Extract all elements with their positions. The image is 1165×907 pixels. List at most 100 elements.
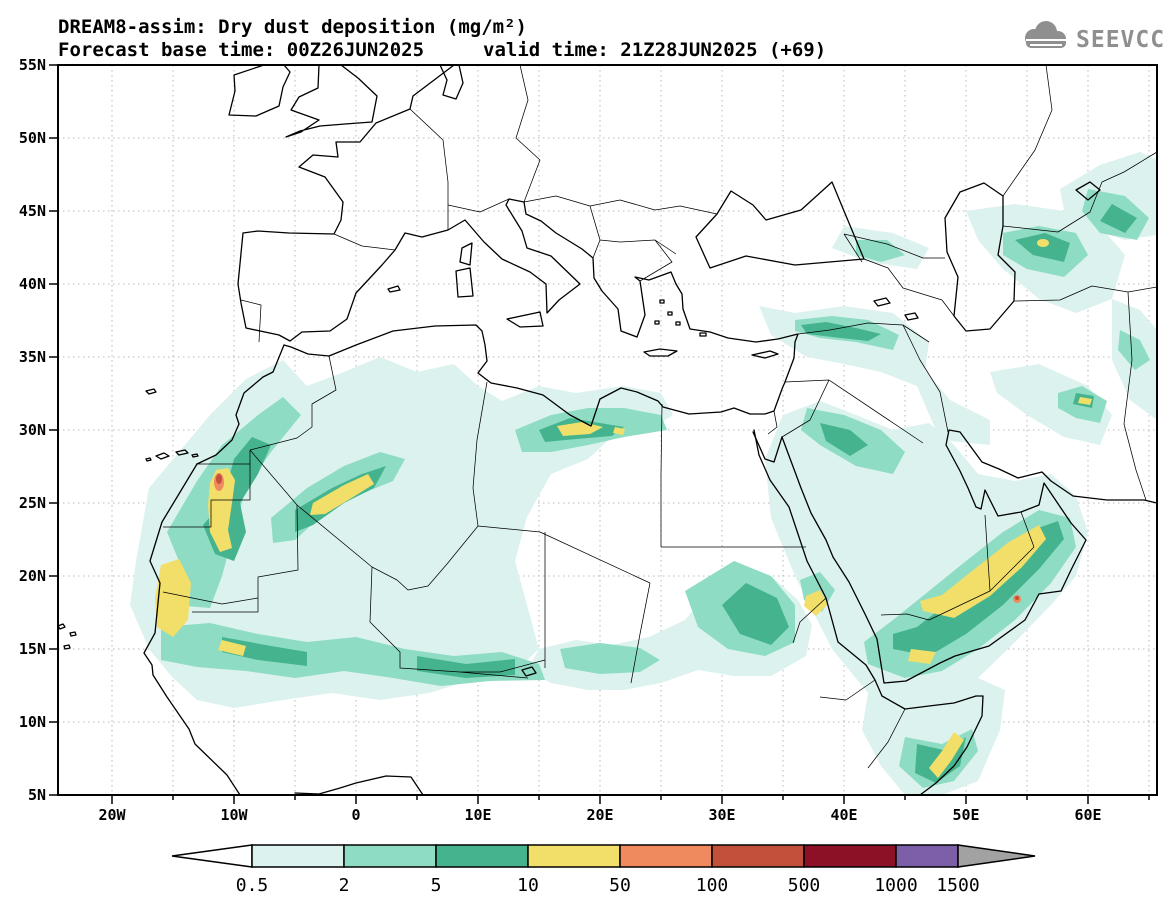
dust-contour (1118, 330, 1150, 370)
dust-contour (990, 364, 1112, 445)
lon-label: 20E (586, 806, 613, 824)
colorbar-overflow-arrow (957, 844, 1036, 868)
country-borders (162, 65, 1157, 769)
dust-contour (1037, 239, 1049, 247)
cloud-icon-stripes (1026, 39, 1066, 46)
colorbar-swatch (711, 844, 805, 868)
lat-label: 15N (19, 640, 46, 658)
colorbar-tick-label: 500 (788, 875, 821, 896)
coastline-islands (58, 242, 779, 650)
map-title: DREAM8-assim: Dry dust deposition (mg/m²… (58, 16, 527, 38)
coastline-med-europe (289, 198, 677, 342)
lat-label: 50N (19, 129, 46, 147)
lat-ticks (49, 64, 58, 796)
colorbar-swatch (435, 844, 529, 868)
lon-axis-labels: 20W 10W 0 10E 20E 30E 40E 50E 60E (98, 806, 1101, 824)
dust-layer-gt100 (216, 474, 1019, 600)
lat-axis-labels: 55N 50N 45N 40N 35N 30N 25N 20N 15N 10N … (19, 56, 46, 804)
lon-label: 60E (1074, 806, 1101, 824)
lat-label: 5N (28, 786, 46, 804)
lat-label: 45N (19, 202, 46, 220)
lat-label: 55N (19, 56, 46, 74)
colorbar-swatch (527, 844, 621, 868)
colorbar: 0.5 2 5 10 50 100 500 1000 1500 (171, 844, 1036, 896)
lon-label: 10E (464, 806, 491, 824)
dust-contour (1078, 397, 1092, 405)
cloud-icon-part (1026, 37, 1066, 48)
colorbar-swatch (803, 844, 897, 868)
lon-label: 0 (351, 806, 360, 824)
dust-contour (310, 474, 374, 515)
lat-label: 10N (19, 713, 46, 731)
coastline-lakes (521, 181, 1101, 677)
lat-label: 20N (19, 567, 46, 585)
borders-caucasus-central-asia (843, 65, 1157, 501)
colorbar-tick-label: 10 (517, 875, 539, 896)
dust-contour (1100, 204, 1137, 233)
dust-contour (1015, 596, 1019, 600)
lat-label: 25N (19, 494, 46, 512)
borders-africa (162, 355, 906, 769)
colorbar-tick-label: 1000 (874, 875, 917, 896)
lon-label: 50E (952, 806, 979, 824)
dust-contour (722, 583, 789, 645)
coastline-denmark (439, 65, 464, 100)
lon-ticks (111, 795, 1150, 804)
dust-layer-gt10 (155, 239, 1092, 778)
dust-contour (801, 322, 881, 341)
map-area (58, 65, 1157, 795)
coastline-arabia-gulf-iran (781, 429, 1157, 684)
axis-ticks (49, 64, 1150, 804)
dust-contour (208, 468, 235, 552)
dust-contour (759, 306, 990, 445)
colorbar-swatch (343, 844, 437, 868)
colorbar-tick-label: 0.5 (236, 875, 269, 896)
dust-contour (929, 732, 964, 778)
dust-contour (216, 474, 222, 484)
colorbar-swatch (619, 844, 713, 868)
dust-contour (218, 640, 246, 656)
colorbar-swatch (251, 844, 345, 868)
cloud-icon (1025, 21, 1066, 48)
coastline-ireland (228, 65, 291, 117)
coastline-atlantic-europe (237, 65, 455, 342)
seevccc-logo: SEEVCCC (1025, 21, 1165, 53)
forecast-base-time: Forecast base time: 00Z26JUN2025 (58, 39, 424, 61)
dust-contour (155, 559, 191, 637)
dust-contour (908, 649, 936, 664)
lon-label: 10W (220, 806, 248, 824)
colorbar-tick-label: 1500 (936, 875, 979, 896)
lat-label: 35N (19, 348, 46, 366)
lat-label: 40N (19, 275, 46, 293)
coastline-britain (285, 65, 378, 138)
coastline-sinai (752, 431, 783, 463)
logo-text: SEEVCCC (1076, 27, 1165, 53)
colorbar-tick-label: 100 (696, 875, 729, 896)
borders-europe (240, 65, 718, 343)
colorbar-swatch (895, 844, 959, 868)
dust-contour (417, 656, 515, 678)
dust-contour (765, 401, 1088, 707)
colorbar-tick-label: 2 (339, 875, 350, 896)
dust-contour (856, 240, 905, 262)
coastline-north-africa-levant-anatolia (283, 283, 799, 427)
colorbar-labels: 0.5 2 5 10 50 100 500 1000 1500 (236, 875, 980, 896)
dust-contour (560, 643, 660, 674)
colorbar-tick-label: 5 (431, 875, 442, 896)
dust-field (130, 152, 1157, 795)
lat-label: 30N (19, 421, 46, 439)
coastline-black-sea (695, 181, 865, 269)
dust-contour (862, 678, 1005, 795)
dust-contour (804, 590, 828, 616)
lon-label: 40E (830, 806, 857, 824)
lon-label: 30E (708, 806, 735, 824)
dust-contour (820, 423, 868, 456)
dust-contour (1015, 233, 1070, 262)
lon-label: 20W (98, 806, 126, 824)
forecast-valid-time: valid time: 21Z28JUN2025 (+69) (483, 39, 826, 61)
coastline-caspian-sea (944, 182, 1016, 332)
dust-contour (613, 427, 625, 435)
dust-contour (920, 525, 1046, 618)
coastline-red-sea-horn (753, 429, 984, 795)
